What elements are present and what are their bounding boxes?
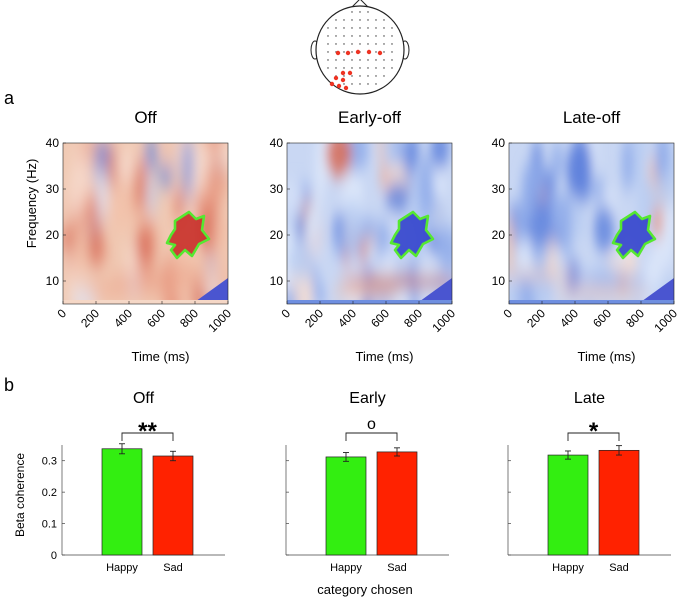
tf-xtick-label: 1000 <box>651 306 680 335</box>
bar-category-label: Sad <box>163 562 183 574</box>
significance-bracket <box>345 432 398 441</box>
tf-ytick-label: 10 <box>270 274 284 288</box>
bar-title: Off <box>133 390 155 407</box>
tf-xtick-label: 1000 <box>429 306 458 335</box>
cone-of-influence <box>416 278 452 304</box>
bar-happy <box>101 448 143 556</box>
bar-ylabel: Beta coherence <box>13 453 27 537</box>
bar-category-label: Happy <box>330 562 362 574</box>
bar-category-label: Sad <box>609 562 629 574</box>
tf-xtick-label: 800 <box>623 306 647 330</box>
bar-category-label: Happy <box>552 562 584 574</box>
tf-xtick-label: 600 <box>144 306 168 330</box>
bar-sad <box>598 449 640 556</box>
tf-ytick-label: 30 <box>46 182 60 196</box>
significance-contour <box>611 210 657 260</box>
tf-xtick-label: 600 <box>590 306 614 330</box>
bar-category-label: Sad <box>387 562 407 574</box>
tf-xtick-label: 200 <box>302 306 326 330</box>
tf-xtick-label: 200 <box>78 306 102 330</box>
significance-marker: ** <box>138 418 157 445</box>
panel-label-a: a <box>4 88 15 108</box>
tf-xtick-label: 800 <box>401 306 425 330</box>
cone-of-influence <box>192 278 228 304</box>
bar-title: Early <box>349 390 385 407</box>
bar-ytick-label: 0.2 <box>42 487 57 499</box>
tf-xtick-label: 400 <box>111 306 135 330</box>
tf-cluster-fill <box>391 212 433 258</box>
tf-xlabel: Time (ms) <box>131 349 189 364</box>
bar-category-label: Happy <box>106 562 138 574</box>
tf-frame <box>62 142 229 305</box>
tf-cluster-fill <box>167 212 209 258</box>
tf-xlabel: Time (ms) <box>577 349 635 364</box>
bar-sad <box>152 455 194 556</box>
tf-xtick-label: 0 <box>54 306 69 321</box>
tf-xlabel: Time (ms) <box>355 349 413 364</box>
tf-xtick-label: 200 <box>524 306 548 330</box>
bar-chart-late: Late Happy Sad * <box>507 390 671 574</box>
tf-ytick-label: 10 <box>492 274 506 288</box>
tf-xtick-label: 1000 <box>205 306 234 335</box>
tf-ytick-label: 20 <box>270 228 284 242</box>
tf-xtick-label: 800 <box>177 306 201 330</box>
tf-heatmap <box>287 143 452 304</box>
tf-ytick-label: 20 <box>46 228 60 242</box>
tf-ytick-label: 40 <box>46 136 60 150</box>
bar-chart-early: Early Happy Sad o <box>285 390 449 574</box>
bar-ytick-label: 0.3 <box>42 456 57 468</box>
tf-frame <box>286 142 453 305</box>
significance-marker: o <box>367 416 376 433</box>
tf-title: Early-off <box>338 108 401 127</box>
bar-happy <box>547 454 589 556</box>
tf-ytick-label: 30 <box>270 182 284 196</box>
significance-contour <box>165 210 211 260</box>
bar-ytick-label: 0.1 <box>42 519 57 531</box>
tf-ylabel: Frequency (Hz) <box>24 159 39 249</box>
significance-bracket <box>121 432 174 441</box>
bar-sad <box>376 451 418 556</box>
tf-title: Late-off <box>563 108 621 127</box>
significance-marker: * <box>589 418 599 445</box>
tf-xtick-label: 400 <box>335 306 359 330</box>
tf-ytick-label: 40 <box>270 136 284 150</box>
nose <box>351 0 369 8</box>
head-montage <box>310 0 410 95</box>
tf-cluster-fill <box>613 212 655 258</box>
electrode-grid <box>327 11 393 85</box>
highlighted-electrodes <box>329 49 383 91</box>
bar-ytick-label: 0 <box>51 550 57 562</box>
tf-ytick-label: 20 <box>492 228 506 242</box>
tf-xtick-label: 400 <box>557 306 581 330</box>
bar-happy <box>325 456 367 556</box>
head-outline <box>315 5 405 95</box>
significance-contour <box>389 210 435 260</box>
tf-frame <box>508 142 675 305</box>
tf-ytick-label: 10 <box>46 274 60 288</box>
significance-bracket <box>567 432 620 441</box>
panel-label-b: b <box>4 375 14 395</box>
cone-of-influence <box>638 278 674 304</box>
tf-xtick-label: 0 <box>500 306 515 321</box>
tf-ytick-label: 40 <box>492 136 506 150</box>
tf-heatmap <box>509 143 674 304</box>
bar-xlabel: category chosen <box>317 582 412 597</box>
bar-title: Late <box>574 390 605 407</box>
tf-xtick-label: 0 <box>278 306 293 321</box>
bar-chart-off: 0 0.1 0.2 0.3 Off Happy Sad ** <box>42 390 225 574</box>
tf-xtick-label: 600 <box>368 306 392 330</box>
tf-title: Off <box>134 108 157 127</box>
tf-heatmap <box>63 143 228 304</box>
tf-ytick-label: 30 <box>492 182 506 196</box>
